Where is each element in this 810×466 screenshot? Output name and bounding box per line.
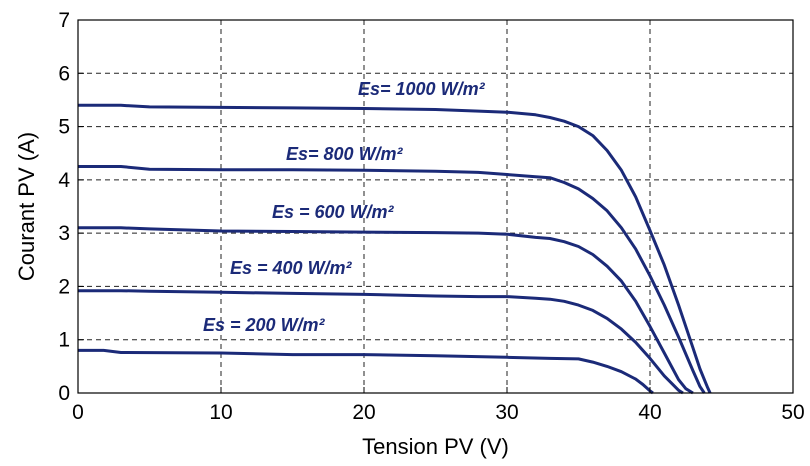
iv-curve-2 [78,226,694,395]
plot-frame [77,19,794,394]
curve-labels: Es= 1000 W/m² Es= 800 W/m² Es = 600 W/m² Es… [203,79,486,335]
curve-label-1: Es= 800 W/m² [286,144,404,164]
x-axis-label: Tension PV (V) [362,434,509,459]
x-tick-label: 50 [781,401,804,424]
series-group [78,103,712,395]
grid [78,20,793,393]
x-tick-label: 20 [352,401,375,424]
iv-curve-4 [78,348,654,395]
x-tick-label: 0 [72,401,84,424]
iv-curve-0 [78,103,712,394]
iv-curve-3 [78,289,684,395]
tick-labels: 0 10 20 30 40 50 0 1 2 3 4 5 6 7 [58,9,804,424]
x-tick-label: 40 [638,401,661,424]
y-tick-label: 6 [58,62,70,85]
y-tick-label: 0 [58,382,70,405]
curve-label-3: Es = 400 W/m² [230,258,353,278]
y-axis-label: Courant PV (A) [14,132,39,281]
y-tick-label: 3 [58,222,70,245]
x-tick-label: 30 [495,401,518,424]
y-tick-label: 1 [58,329,70,352]
curve-label-2: Es = 600 W/m² [272,202,395,222]
x-tick-label: 10 [209,401,232,424]
iv-curve-1 [78,165,706,394]
y-tick-label: 2 [58,275,70,298]
y-tick-label: 5 [58,116,70,139]
y-tick-label: 7 [58,9,70,32]
curve-label-0: Es= 1000 W/m² [358,79,486,99]
y-tick-label: 4 [58,169,70,192]
curve-label-4: Es = 200 W/m² [203,315,326,335]
